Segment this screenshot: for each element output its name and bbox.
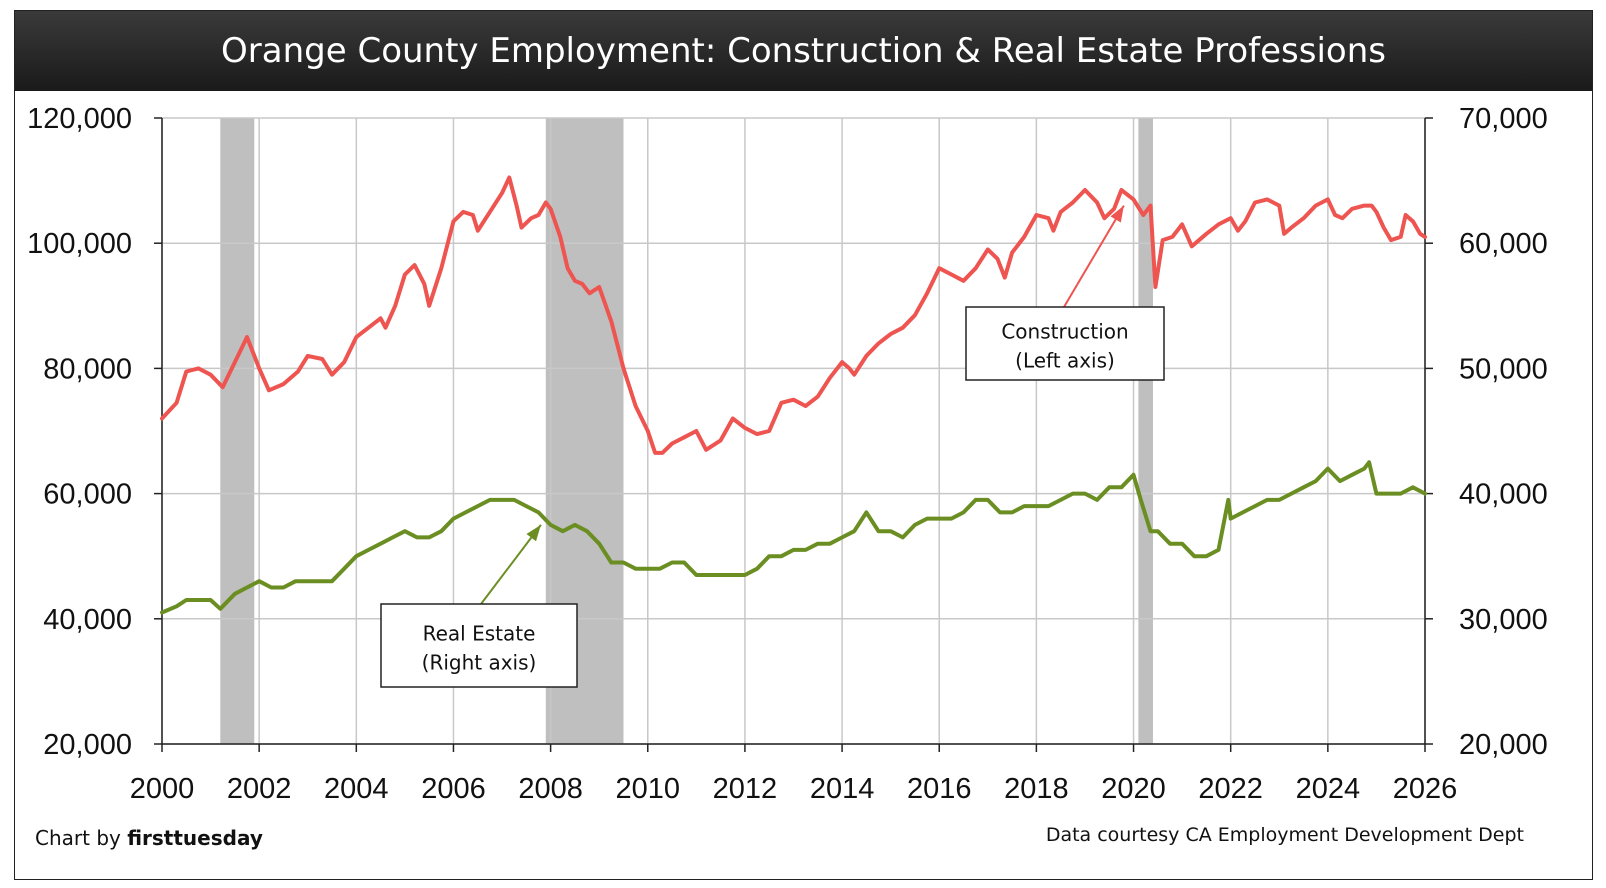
callout-box — [380, 603, 578, 688]
x-tick-label: 2016 — [907, 773, 972, 805]
callout-label: Construction — [1001, 320, 1128, 344]
chart-frame: Orange County Employment: Construction &… — [14, 10, 1593, 880]
y-left-tick-label: 20,000 — [43, 729, 132, 761]
callouts: Construction (Left axis) Real Estate (Right… — [380, 205, 1165, 688]
brand-name: firsttuesday — [127, 826, 263, 850]
x-tick-label: 2002 — [227, 773, 292, 805]
x-tick-label: 2014 — [810, 773, 875, 805]
callout-arrowhead — [1110, 205, 1124, 223]
y-right-tick-label: 20,000 — [1459, 729, 1548, 761]
gridlines — [161, 117, 1426, 745]
series-line-construction — [160, 175, 1427, 455]
y-left-tick-label: 120,000 — [27, 103, 132, 135]
x-tick-label: 2020 — [1101, 773, 1166, 805]
x-tick-label: 2022 — [1198, 773, 1263, 805]
x-tick-label: 2008 — [518, 773, 583, 805]
chart-credit: Chart by firsttuesday — [35, 826, 263, 850]
callout-arrow — [1063, 205, 1125, 308]
x-tick-label: 2006 — [421, 773, 486, 805]
y-right-tick-label: 70,000 — [1459, 103, 1548, 135]
series-line-real-estate — [160, 460, 1427, 615]
y-right-tick-label: 30,000 — [1459, 604, 1548, 636]
callout-sublabel: (Right axis) — [422, 651, 537, 675]
y-left-tick-label: 60,000 — [43, 479, 132, 511]
x-tick-label: 2012 — [713, 773, 778, 805]
y-left-tick-label: 40,000 — [43, 604, 132, 636]
y-left-tick-label: 80,000 — [43, 353, 132, 385]
callout-box — [965, 306, 1165, 381]
callout-sublabel: (Left axis) — [1015, 349, 1115, 373]
callout-label: Real Estate — [423, 622, 536, 646]
data-source: Data courtesy CA Employment Development … — [1045, 824, 1524, 846]
x-tick-label: 2010 — [616, 773, 681, 805]
y-left-tick-label: 100,000 — [27, 228, 132, 260]
chart-title: Orange County Employment: Construction &… — [221, 31, 1386, 71]
y-right-tick-label: 40,000 — [1459, 479, 1548, 511]
recession-band — [1138, 118, 1153, 744]
x-tick-label: 2000 — [130, 773, 195, 805]
y-right-tick-label: 50,000 — [1459, 353, 1548, 385]
recession-bands — [220, 118, 1153, 744]
chart-title-bar: Orange County Employment: Construction &… — [15, 11, 1592, 91]
x-tick-label: 2024 — [1296, 773, 1361, 805]
callout-arrowhead — [526, 524, 541, 542]
callout-arrow — [480, 524, 542, 605]
axes: 20,000 40,000 60,000 80,000 100,000 120,000 20… — [27, 103, 1548, 805]
x-tick-label: 2004 — [324, 773, 389, 805]
x-tick-label: 2026 — [1393, 773, 1458, 805]
y-right-tick-label: 60,000 — [1459, 228, 1548, 260]
recession-band — [220, 118, 255, 744]
x-tick-label: 2018 — [1004, 773, 1069, 805]
series-lines — [160, 175, 1427, 615]
